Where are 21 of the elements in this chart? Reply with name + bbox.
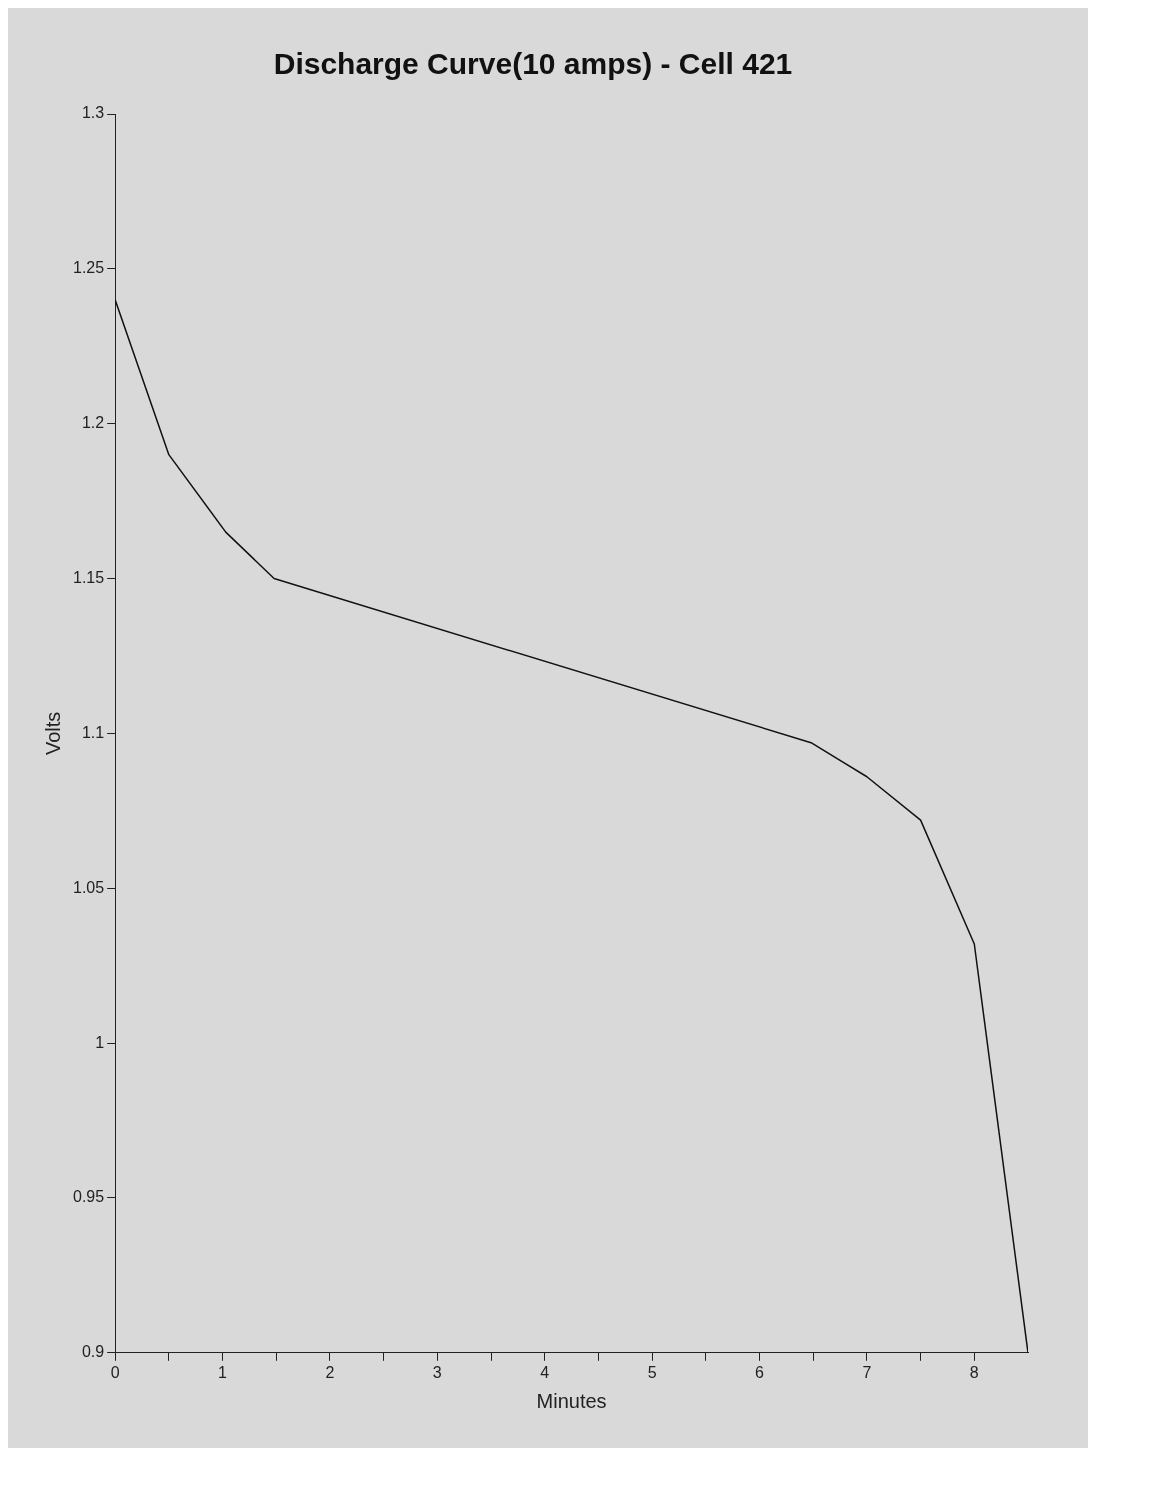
y-tick-label: 1.25 (73, 259, 105, 277)
x-tick-label: 4 (540, 1363, 550, 1381)
y-axis-title: Volts (41, 711, 64, 756)
y-tick-label: 1.2 (81, 414, 105, 432)
y-tick-label: 1.1 (81, 723, 105, 741)
x-tick-label: 1 (218, 1363, 228, 1381)
y-tick-label: 1 (95, 1033, 105, 1051)
x-tick-label: 8 (969, 1363, 979, 1381)
x-tick-label: 0 (110, 1363, 120, 1381)
y-tick-label: 0.95 (73, 1188, 105, 1206)
x-tick-label: 7 (862, 1363, 872, 1381)
x-axis-title: Minutes (536, 1389, 607, 1412)
chart-title: Discharge Curve(10 amps) - Cell 421 (273, 47, 793, 81)
x-tick-label: 5 (647, 1363, 657, 1381)
x-tick-label: 6 (755, 1363, 765, 1381)
x-tick-label: 2 (325, 1363, 335, 1381)
y-tick-label: 0.9 (81, 1343, 105, 1361)
y-tick-label: 1.05 (73, 878, 105, 896)
y-tick-label: 1.3 (81, 104, 105, 122)
x-tick-label: 3 (432, 1363, 442, 1381)
y-tick-label: 1.15 (73, 568, 105, 586)
